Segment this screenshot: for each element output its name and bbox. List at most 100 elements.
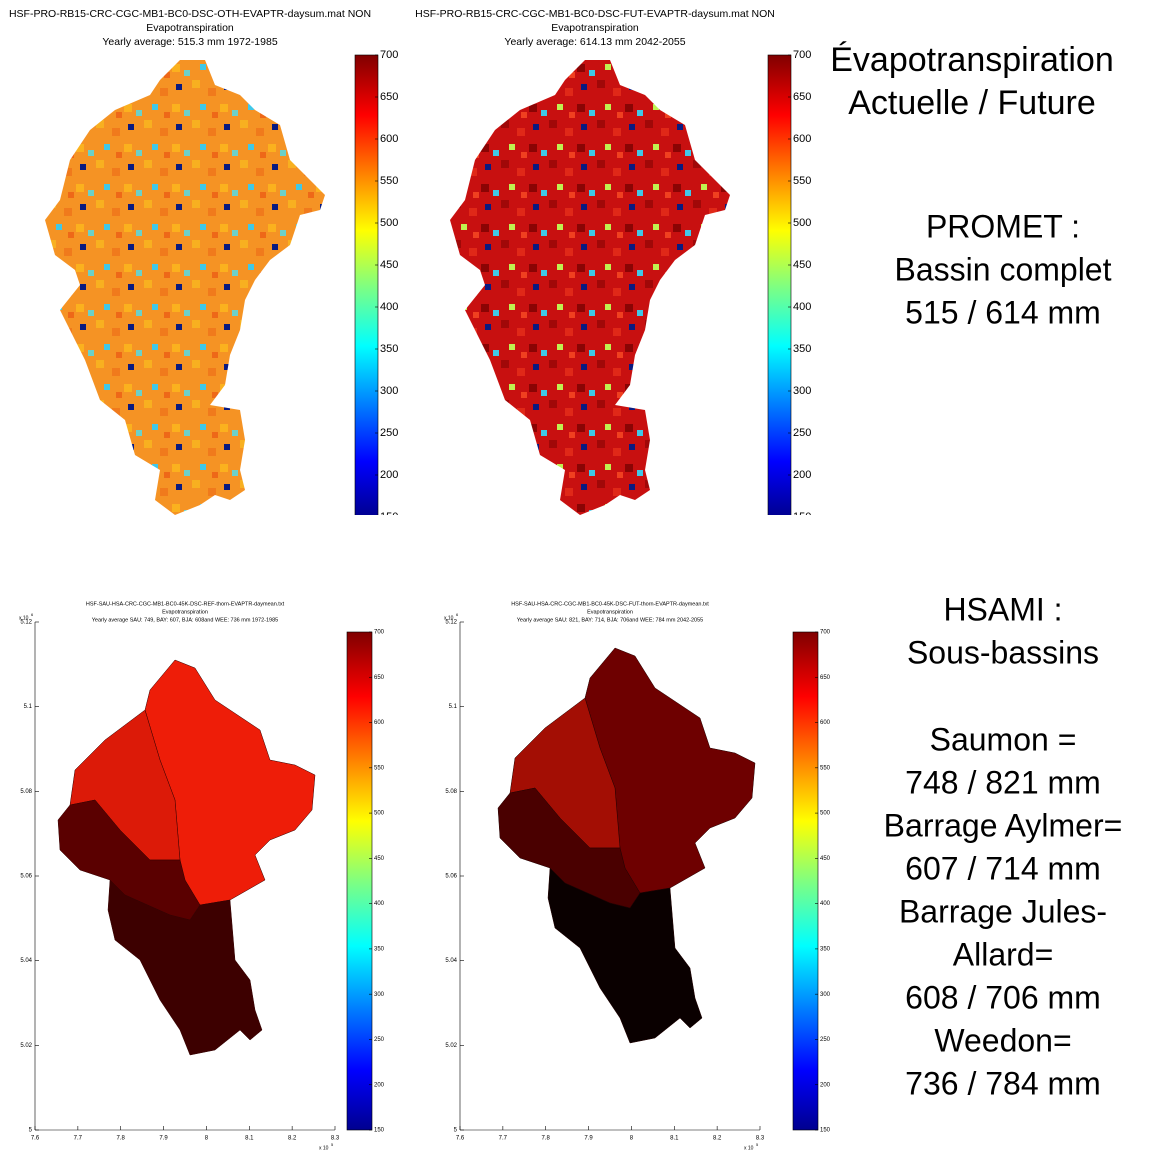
y-tick-label: 5.06 <box>445 874 457 880</box>
colorbar-tick-label: 300 <box>380 385 398 397</box>
colorbar-tick-label: 550 <box>793 175 811 187</box>
y-tick-label: 5.1 <box>24 704 33 710</box>
y-tick-label: 5.04 <box>445 958 457 964</box>
panel-title: Evapotranspiration <box>162 609 208 615</box>
side-text: Actuelle / Future <box>848 84 1096 122</box>
side-text: 736 / 784 mm <box>905 1065 1101 1101</box>
colorbar-tick-label: 650 <box>793 91 811 103</box>
y-tick-label: 5.08 <box>20 789 32 795</box>
colorbar-tick-label: 250 <box>374 1037 385 1043</box>
colorbar-tick-label: 650 <box>380 91 398 103</box>
x-tick-label: 7.7 <box>74 1136 83 1142</box>
x-tick-label: 7.6 <box>31 1136 40 1142</box>
y-tick-label: 5.06 <box>20 874 32 880</box>
colorbar-tick-label: 600 <box>374 720 385 726</box>
colorbar <box>346 631 373 1131</box>
y-tick-label: 5.1 <box>449 704 458 710</box>
colorbar-tick-label: 350 <box>793 343 811 355</box>
panel-title: HSF-SAU-HSA-CRC-CGC-MB1-BC0-45K-DSC-REF-… <box>86 601 285 607</box>
x-tick-label: 7.9 <box>584 1136 593 1142</box>
colorbar-tick-label: 600 <box>380 133 398 145</box>
x-tick-label: 7.6 <box>456 1136 465 1142</box>
colorbar-tick-label: 150 <box>793 511 811 523</box>
colorbar-tick-label: 350 <box>820 946 831 952</box>
colorbar-group: 150 200 250 300 350 400 450 500 550 600 650 700 <box>354 49 398 523</box>
colorbar-tick-label: 450 <box>380 259 398 271</box>
colorbar-tick-label: 600 <box>820 720 831 726</box>
colorbar-tick-label: 250 <box>380 427 398 439</box>
colorbar <box>792 631 819 1131</box>
colorbar-tick-label: 700 <box>374 630 385 636</box>
y-tick-label: 5.02 <box>20 1043 32 1049</box>
y-tick-label: 5.04 <box>20 958 32 964</box>
x-tick-label: 8.2 <box>713 1136 722 1142</box>
colorbar <box>767 54 792 515</box>
x-exponent: x 10 <box>744 1145 754 1151</box>
colorbar-tick-label: 500 <box>793 217 811 229</box>
side-text: Saumon = <box>930 721 1077 757</box>
x-tick-label: 7.7 <box>499 1136 508 1142</box>
y-tick-label: 5 <box>29 1128 33 1134</box>
side-text: HSAMI : <box>943 591 1062 627</box>
promet-map-actual <box>45 60 325 515</box>
colorbar-tick-label: 300 <box>793 385 811 397</box>
colorbar-group: 150 200 250 300 350 400 450 500 550 600 650 700 <box>767 49 811 523</box>
panel-title: Evapotranspiration <box>146 22 234 34</box>
colorbar-tick-label: 200 <box>374 1082 385 1088</box>
colorbar-tick-label: 250 <box>793 427 811 439</box>
side-text: Sous-bassins <box>907 634 1099 670</box>
side-text: Barrage Aylmer= <box>884 807 1123 843</box>
side-text: Barrage Jules- <box>899 893 1107 929</box>
y-tick-label: 5 <box>454 1128 458 1134</box>
x-exponent: x 10 <box>319 1145 329 1151</box>
x-exponent-power: 5 <box>331 1142 334 1147</box>
x-tick-label: 8.1 <box>245 1136 254 1142</box>
y-tick-label: 5.12 <box>20 620 32 626</box>
colorbar-tick-label: 500 <box>820 811 831 817</box>
colorbar-tick-label: 450 <box>793 259 811 271</box>
colorbar-tick-label: 650 <box>820 675 831 681</box>
colorbar-tick-label: 200 <box>793 469 811 481</box>
side-text: 607 / 714 mm <box>905 850 1101 886</box>
y-exponent: x 10 <box>19 615 29 621</box>
colorbar-tick-label: 500 <box>380 217 398 229</box>
colorbar-tick-label: 450 <box>374 856 385 862</box>
colorbar-tick-label: 450 <box>820 856 831 862</box>
hsami-map-future <box>497 647 756 1044</box>
colorbar-tick-label: 400 <box>374 901 385 907</box>
x-tick-label: 7.8 <box>117 1136 126 1142</box>
colorbar-tick-label: 400 <box>380 301 398 313</box>
hsami-map-actual <box>57 659 316 1056</box>
panel-title: HSF-PRO-RB15-CRC-CGC-MB1-BC0-DSC-FUT-EVA… <box>415 8 775 20</box>
y-exponent: x 10 <box>444 615 454 621</box>
colorbar-tick-label: 550 <box>380 175 398 187</box>
colorbar-tick-label: 350 <box>380 343 398 355</box>
colorbar-tick-label: 400 <box>820 901 831 907</box>
colorbar-tick-label: 150 <box>380 511 398 523</box>
y-exponent-power: 6 <box>31 612 34 617</box>
colorbar-tick-label: 600 <box>793 133 811 145</box>
y-tick-label: 5.08 <box>445 789 457 795</box>
y-exponent-power: 6 <box>456 612 459 617</box>
panel-title: Evapotranspiration <box>551 22 639 34</box>
panel-title: Yearly average SAU: 821, BAY: 714, BJA: … <box>517 617 704 623</box>
colorbar-tick-label: 300 <box>820 992 831 998</box>
x-tick-label: 8.3 <box>331 1136 340 1142</box>
x-tick-label: 8.3 <box>756 1136 765 1142</box>
side-text: Allard= <box>953 936 1054 972</box>
side-text: Évapotranspiration <box>830 41 1114 79</box>
colorbar-tick-label: 700 <box>820 630 831 636</box>
side-text: Weedon= <box>934 1022 1071 1058</box>
colorbar-tick-label: 150 <box>820 1128 831 1134</box>
x-tick-label: 7.9 <box>159 1136 168 1142</box>
x-tick-label: 8 <box>205 1136 209 1142</box>
colorbar-tick-label: 300 <box>374 992 385 998</box>
colorbar-tick-label: 350 <box>374 946 385 952</box>
promet-map-future <box>450 60 730 515</box>
colorbar-tick-label: 150 <box>374 1128 385 1134</box>
colorbar-tick-label: 500 <box>374 811 385 817</box>
colorbar <box>354 54 379 515</box>
panel-title: Evapotranspiration <box>587 609 633 615</box>
panel-title: Yearly average: 515.3 mm 1972-1985 <box>102 36 277 48</box>
